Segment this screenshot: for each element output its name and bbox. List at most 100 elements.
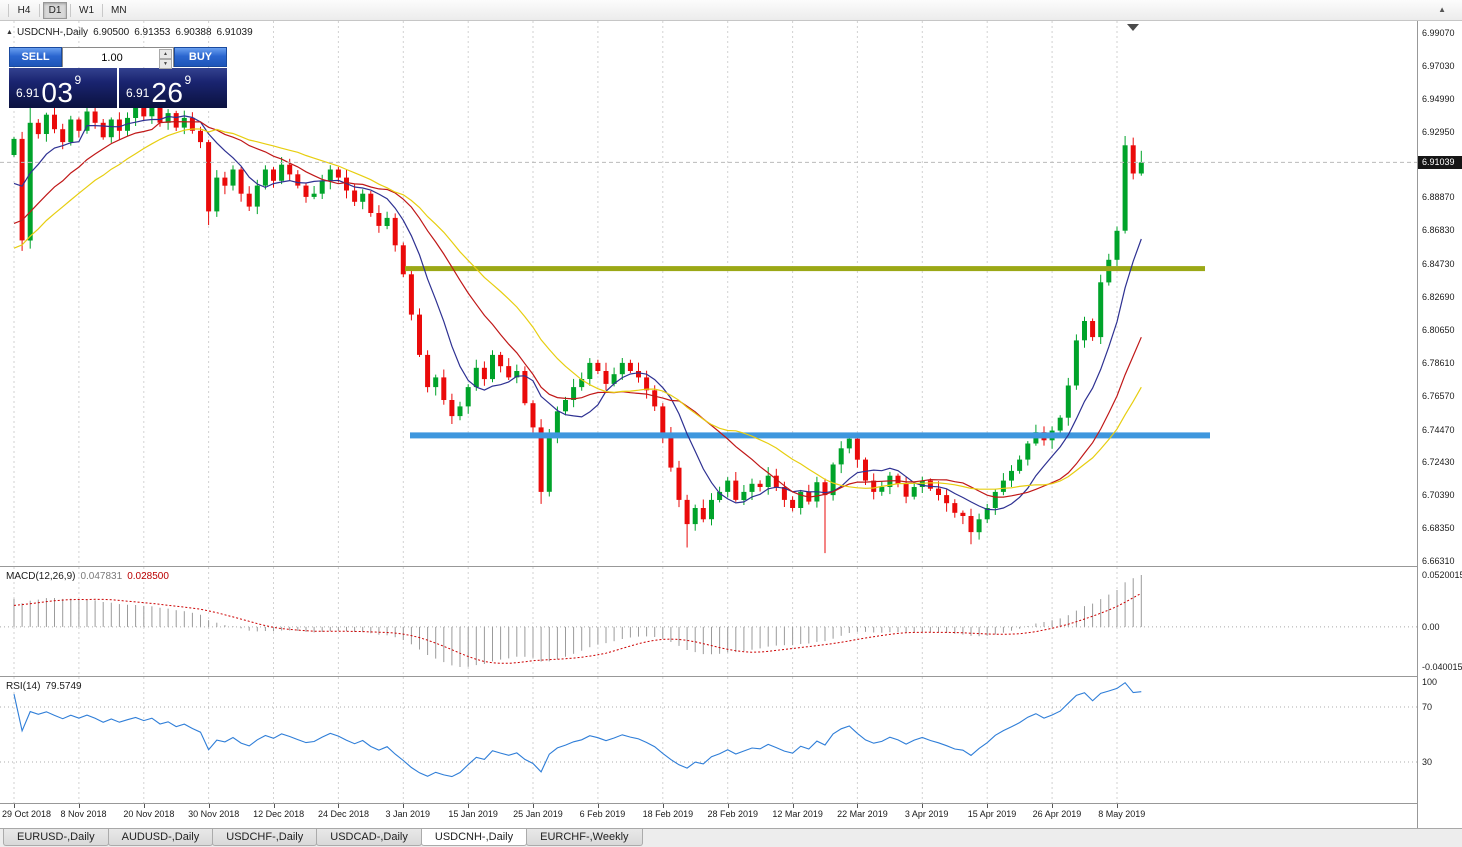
price-axis-label: 6.66310 [1422,556,1455,566]
rsi-axis-label: 100 [1422,677,1438,687]
price-axis-label: 6.76570 [1422,390,1455,401]
time-axis-label: 12 Mar 2019 [772,809,823,819]
macd-label: MACD(12,26,9) 0.047831 0.028500 [6,571,169,582]
time-axis-label: 25 Jan 2019 [513,809,563,819]
time-axis-tick [533,804,534,808]
time-axis-tick [338,804,340,808]
price-axis-label: 6.92950 [1422,126,1455,137]
time-axis-tick [727,804,729,808]
macd-pane[interactable]: MACD(12,26,9) 0.047831 0.028500 [0,567,1417,677]
price-axis-label: 6.86830 [1422,225,1455,236]
time-axis-label: 6 Feb 2019 [579,809,626,819]
rsi-axis-label: 30 [1422,757,1433,767]
sell-price-point: 9 [74,73,82,87]
chart-window: ▲ USDCNH-,Daily 6.90500 6.91353 6.90388 6.910… [0,21,1462,828]
time-axis-label: 26 Apr 2019 [1032,809,1082,819]
ohlc-open: 6.90500 [93,27,130,38]
chart-symbol-period: USDCNH-,Daily [16,27,89,38]
time-axis-tick [143,804,145,808]
buy-price-prefix: 6.91 [126,86,150,100]
time-axis-label: 3 Jan 2019 [385,809,431,819]
timeframe-mn-button[interactable]: MN [106,2,132,19]
price-axis-label: 6.80650 [1422,324,1455,335]
tab-eurchf-weekly[interactable]: EURCHF-,Weekly [526,829,643,846]
tab-usdcnh-daily[interactable]: USDCNH-,Daily [420,829,528,846]
time-axis-tick [922,804,924,808]
sell-price-pips: 03 [41,77,74,108]
rsi-pane[interactable]: RSI(14) 79.5749 [0,677,1417,804]
time-axis-label: 15 Jan 2019 [448,809,498,819]
timeframe-toolbar: H4 D1 W1 MN ▲ [0,0,1462,21]
time-axis-label: 8 May 2019 [1098,809,1146,819]
tab-eurusd-daily[interactable]: EURUSD-,Daily [3,829,109,846]
toolbar-separator [8,3,9,17]
time-axis-tick [1052,804,1054,808]
time-axis-label: 15 Apr 2019 [967,809,1017,819]
macd-chart-svg [0,567,1417,676]
current-price-tag: 6.91039 [1418,155,1462,169]
price-chart-svg [0,21,1417,566]
time-axis-tick [1117,804,1118,808]
time-axis-label: 22 Mar 2019 [837,809,888,819]
tab-usdchf-daily[interactable]: USDCHF-,Daily [212,829,318,846]
ohlc-low: 6.90388 [175,27,212,38]
buy-price-button[interactable]: 6.91 26 9 [119,68,227,108]
price-axis-label: 6.70390 [1422,490,1455,501]
buy-price-point: 9 [184,73,192,87]
rsi-label: RSI(14) 79.5749 [6,681,82,692]
price-axis[interactable]: 6.91039 6.990706.970306.949906.929506.90… [1417,21,1462,828]
price-axis-label: 6.82690 [1422,292,1455,302]
rsi-value: 79.5749 [45,681,82,692]
toolbar-separator [70,3,71,17]
price-axis-label: 6.78610 [1422,357,1455,368]
time-axis-label: 3 Apr 2019 [904,809,949,819]
price-axis-label: 6.74470 [1422,424,1455,435]
ohlc-close: 6.91039 [216,27,253,38]
one-click-trading-panel: SELL ▲ ▼ BUY 6.91 03 9 [9,47,227,108]
time-axis-tick [403,804,405,808]
price-axis-label: 6.88870 [1422,192,1455,203]
time-axis[interactable]: 29 Oct 2018 8 Nov 2018 20 Nov 2018 30 Nov 2… [0,804,1417,828]
price-axis-label: 6.99070 [1422,28,1455,38]
time-axis-label: 18 Feb 2019 [642,809,694,819]
volume-box: ▲ ▼ [62,47,174,69]
macd-value: 0.047831 [80,571,123,582]
macd-axis-label: -0.0400155 [1422,662,1462,672]
price-pane[interactable]: ▲ USDCNH-,Daily 6.90500 6.91353 6.90388 6.910… [0,21,1417,567]
timeframe-d1-button[interactable]: D1 [43,1,67,19]
toolbar-overflow-icon[interactable]: ▲ [1438,5,1446,14]
buy-button[interactable]: BUY [174,47,227,67]
time-axis-label: 8 Nov 2018 [60,809,107,819]
chart-ohlc-header: ▲ USDCNH-,Daily 6.90500 6.91353 6.90388 6.910… [6,27,253,38]
macd-signal-value: 0.028500 [127,571,169,582]
volume-increase-button[interactable]: ▲ [159,49,172,59]
ohlc-high: 6.91353 [134,27,171,38]
rsi-chart-svg [0,677,1417,803]
time-axis-label: 20 Nov 2018 [123,809,175,819]
time-axis-tick [597,804,599,808]
timeframe-w1-button[interactable]: W1 [74,2,99,19]
time-axis-tick [662,804,664,808]
price-axis-label: 6.68350 [1422,523,1455,534]
tab-audusd-daily[interactable]: AUDUSD-,Daily [107,829,214,846]
time-axis-tick [78,804,80,808]
macd-axis-label: 0.0520015 [1422,570,1462,580]
time-axis-tick [208,804,210,808]
volume-decrease-button[interactable]: ▼ [159,59,172,69]
volume-spinner: ▲ ▼ [159,49,172,69]
volume-input[interactable] [63,49,173,67]
sell-button[interactable]: SELL [9,47,62,67]
time-axis-tick [857,804,859,808]
time-axis-tick [273,804,275,808]
collapse-icon[interactable]: ▲ [6,29,13,36]
macd-title: MACD(12,26,9) [6,571,76,582]
tab-usdcad-daily[interactable]: USDCAD-,Daily [316,829,422,846]
time-axis-tick [468,804,470,808]
time-axis-label: 12 Dec 2018 [253,809,305,819]
time-axis-label: 30 Nov 2018 [188,809,240,819]
timeframe-h4-button[interactable]: H4 [12,2,36,19]
rsi-title: RSI(14) [6,681,41,692]
sell-price-button[interactable]: 6.91 03 9 [9,68,117,108]
macd-axis-label: 0.00 [1422,621,1440,632]
